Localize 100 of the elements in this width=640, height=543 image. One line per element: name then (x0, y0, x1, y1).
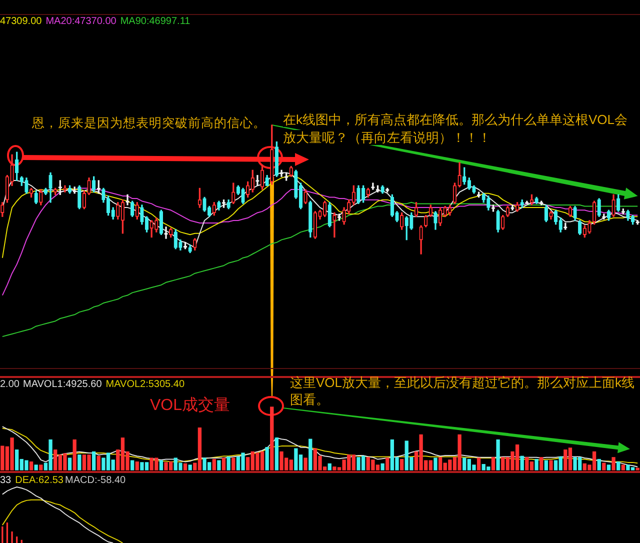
candlestick (308, 200, 312, 238)
candlestick (120, 199, 125, 234)
bar (159, 460, 164, 470)
candlestick (164, 226, 168, 239)
candlestick (534, 196, 538, 204)
candlestick (322, 200, 327, 217)
candlestick (58, 180, 62, 195)
bar (183, 463, 188, 470)
candlestick (217, 200, 221, 210)
candlestick (506, 206, 510, 217)
candlestick (260, 164, 264, 190)
bar (328, 463, 332, 470)
candlestick (126, 194, 130, 206)
annotation: 恩，原来是因为想表明突破前高的信心。 (32, 116, 266, 130)
candlestick (612, 194, 616, 217)
candlestick (313, 211, 318, 239)
candlestick (428, 204, 433, 217)
candlestick (414, 202, 418, 217)
bar (621, 464, 625, 470)
candlestick (154, 218, 158, 232)
bar (68, 458, 72, 470)
bar (544, 460, 548, 470)
bar (616, 461, 620, 470)
candlestick (274, 141, 279, 177)
bar (226, 456, 230, 470)
candlestick (486, 196, 490, 210)
candlestick (198, 188, 202, 208)
bar (612, 457, 616, 470)
bar (188, 464, 192, 470)
candlestick (226, 199, 230, 210)
bar (92, 451, 96, 470)
candlestick (54, 188, 58, 195)
candlestick (568, 206, 572, 217)
candlestick (438, 207, 442, 226)
bar (380, 463, 384, 470)
text: MA20:47370.00 (46, 16, 116, 28)
candlestick (270, 124, 274, 185)
bar (597, 458, 601, 470)
candlestick (386, 188, 390, 192)
annotation: 这里VOL放大量，至此以后没有超过它的。那么对应上面k线图看。 (290, 375, 635, 407)
bar (540, 457, 544, 470)
candlestick (410, 212, 414, 230)
candlestick (174, 229, 178, 250)
candlestick (491, 204, 496, 212)
bar (496, 439, 500, 470)
bar (476, 458, 481, 470)
bar (39, 464, 43, 470)
candlestick (380, 185, 384, 194)
candlestick (265, 174, 269, 186)
candlestick (168, 228, 173, 238)
candlestick (63, 185, 67, 192)
text: 2.00 (0, 379, 20, 390)
candlestick (332, 212, 336, 238)
bar (304, 458, 308, 470)
bar (602, 462, 606, 470)
bar (232, 458, 236, 470)
candlestick (342, 207, 346, 225)
candlestick (159, 210, 164, 235)
bar (520, 456, 524, 470)
bar (34, 464, 38, 470)
bar (400, 458, 404, 470)
text: 47309.00 (0, 16, 42, 28)
candlestick (328, 202, 332, 228)
bar (549, 460, 553, 470)
candlestick (496, 210, 500, 232)
candlestick (256, 174, 260, 186)
bar (96, 456, 100, 470)
candlestick (212, 202, 216, 216)
bar (386, 458, 390, 470)
candlestick (592, 200, 596, 225)
bar (606, 464, 611, 470)
candlestick (573, 206, 577, 221)
candlestick (304, 189, 308, 204)
candlestick (193, 238, 197, 250)
text: MA90:46997.11 (120, 16, 190, 28)
text: MACD:-58.40 (65, 475, 126, 486)
bar (135, 461, 139, 470)
candlestick (549, 211, 553, 220)
bar (308, 438, 312, 470)
candlestick (289, 166, 293, 177)
bar (217, 460, 221, 470)
bar (72, 439, 76, 470)
bar (29, 461, 34, 470)
candlestick (178, 239, 182, 250)
bar (491, 457, 496, 470)
series-label: 33 (0, 475, 12, 487)
bar (78, 454, 82, 470)
candlestick (347, 199, 351, 214)
candlestick (24, 178, 28, 194)
bar (222, 458, 226, 470)
candlestick (520, 199, 524, 208)
candlestick (515, 202, 520, 212)
candlestick (419, 225, 423, 254)
candlestick (188, 244, 192, 254)
candlestick (544, 204, 548, 222)
series-label: DEA:62.53 (15, 475, 64, 487)
bar (434, 458, 438, 470)
candlestick (376, 185, 380, 192)
bar (130, 460, 134, 470)
text: MAVOL2:5305.40 (106, 379, 185, 391)
